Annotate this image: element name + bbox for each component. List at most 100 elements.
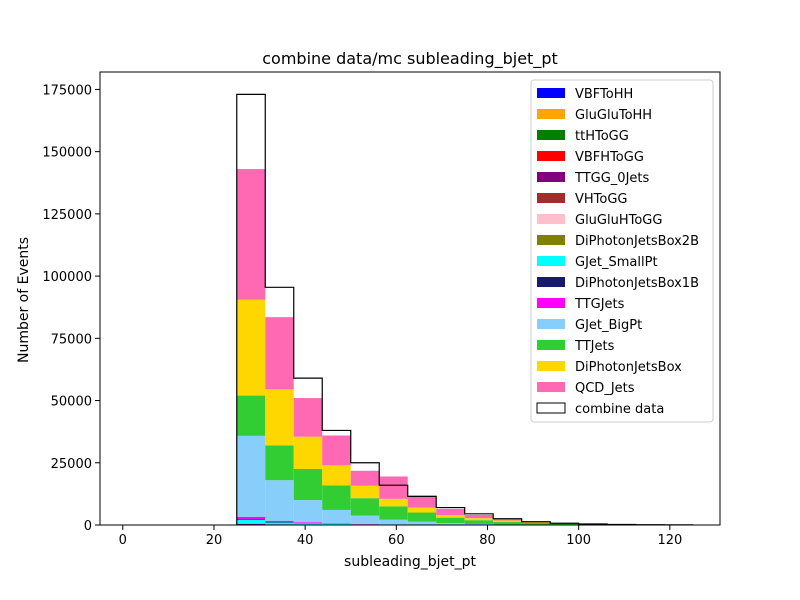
- legend-label-VBFHToGG: VBFHToGG: [575, 150, 644, 165]
- bar-QCD_Jets-6: [407, 495, 437, 508]
- bar-QCD_Jets-5: [379, 476, 408, 499]
- bar-QCD_Jets-0: [236, 169, 266, 300]
- legend-label-combine-data: combine data: [575, 402, 664, 417]
- x-tick-label: 120: [657, 533, 682, 548]
- y-axis-label: Number of Events: [16, 237, 32, 363]
- bar-DiPhotonJetsBox-0: [236, 299, 266, 396]
- bar-TTJets-3: [322, 485, 351, 510]
- stacked-bars: [236, 169, 665, 525]
- legend-swatch-GJet_SmallPt: [537, 256, 565, 266]
- legend-label-DiPhotonJetsBox2B: DiPhotonJetsBox2B: [575, 234, 699, 249]
- y-tick-label: 150000: [42, 146, 92, 161]
- y-tick-label: 75000: [51, 332, 92, 347]
- bar-GJet_SmallPt-3: [322, 524, 351, 525]
- bar-GJet_BigPt-1: [265, 480, 294, 521]
- bar-DiPhotonJetsBox1B-0: [236, 519, 266, 521]
- bar-GJet_BigPt-0: [236, 435, 266, 517]
- bar-QCD_Jets-1: [265, 317, 294, 390]
- bar-QCD_Jets-9: [493, 519, 522, 521]
- legend-swatch-DiPhotonJetsBox2B: [537, 235, 565, 245]
- legend-swatch-VBFHToGG: [537, 151, 565, 161]
- y-tick-label: 50000: [51, 395, 92, 410]
- legend-swatch-TTJets: [537, 340, 565, 350]
- bar-DiPhotonJetsBox-5: [379, 498, 408, 507]
- bar-TTJets-5: [379, 506, 408, 520]
- legend-swatch-QCD_Jets: [537, 382, 565, 392]
- bar-TTJets-4: [350, 498, 380, 516]
- y-tick-label: 0: [84, 519, 92, 534]
- y-tick-label: 125000: [42, 208, 92, 223]
- bar-TTJets-1: [265, 445, 294, 481]
- x-axis-label: subleading_bjet_pt: [344, 554, 476, 570]
- bar-TTGJets-2: [293, 522, 323, 524]
- legend-label-GJet_BigPt: GJet_BigPt: [575, 318, 642, 333]
- bar-TTJets-8: [464, 520, 494, 524]
- bar-DiPhotonJetsBox-1: [265, 389, 294, 446]
- bar-DiPhotonJetsBox-3: [322, 465, 351, 486]
- legend-swatch-GluGluHToGG: [537, 214, 565, 224]
- bar-QCD_Jets-3: [322, 435, 351, 466]
- legend-label-DiPhotonJetsBox1B: DiPhotonJetsBox1B: [575, 276, 699, 291]
- legend-label-VBFToHH: VBFToHH: [575, 87, 633, 102]
- bar-TTGJets-0: [236, 516, 266, 520]
- bar-GJet_SmallPt-0: [236, 520, 266, 524]
- bar-DiPhotonJetsBox-6: [407, 507, 437, 513]
- legend-swatch-TTGJets: [537, 298, 565, 308]
- legend-label-QCD_Jets: QCD_Jets: [575, 381, 635, 396]
- legend-label-VHToGG: VHToGG: [575, 192, 628, 207]
- bar-GJet_BigPt-6: [407, 521, 437, 525]
- x-tick-label: 60: [388, 533, 405, 548]
- x-tick-label: 80: [479, 533, 496, 548]
- bar-DiPhotonJetsBox-10: [521, 522, 551, 524]
- legend-label-GluGluHToGG: GluGluHToGG: [575, 213, 662, 228]
- legend-box: [530, 79, 714, 423]
- y-tick-label: 25000: [51, 457, 92, 472]
- bar-QCD_Jets-4: [350, 470, 380, 486]
- bar-DiPhotonJetsBox-2: [293, 436, 323, 469]
- legend: VBFToHH GluGluToHH ttHToGG VBFHToGG TTGG_0Je…: [530, 79, 714, 423]
- bar-TTJets-9: [493, 521, 522, 525]
- y-tick-label: 175000: [42, 83, 92, 98]
- bar-DiPhotonJetsBox-9: [493, 520, 522, 522]
- legend-label-GJet_SmallPt: GJet_SmallPt: [575, 255, 658, 270]
- bar-TTJets-2: [293, 468, 323, 501]
- legend-swatch-DiPhotonJetsBox1B: [537, 277, 565, 287]
- bar-TTJets-6: [407, 512, 437, 522]
- legend-label-TTGG_0Jets: TTGG_0Jets: [574, 171, 650, 186]
- bar-GJet_BigPt-2: [293, 500, 323, 523]
- legend-label-DiPhotonJetsBox: DiPhotonJetsBox: [575, 360, 682, 375]
- bar-TTGJets-1: [265, 520, 294, 523]
- legend-swatch-VHToGG: [537, 193, 565, 203]
- legend-swatch-VBFToHH: [537, 88, 565, 98]
- bar-TTJets-7: [436, 517, 465, 524]
- bar-GJet_SmallPt-2: [293, 523, 323, 525]
- legend-swatch-ttHToGG: [537, 130, 565, 140]
- bar-QCD_Jets-2: [293, 398, 323, 437]
- plot-frame: [99, 71, 721, 526]
- bar-QCD_Jets-7: [436, 508, 465, 516]
- x-tick-label: 20: [206, 533, 223, 548]
- bar-GJet_BigPt-4: [350, 515, 380, 525]
- x-tick-label: 40: [297, 533, 314, 548]
- legend-label-GluGluToHH: GluGluToHH: [575, 108, 652, 123]
- legend-label-ttHToGG: ttHToGG: [575, 129, 629, 144]
- bar-QCD_Jets-8: [464, 514, 494, 519]
- bar-TTJets-11: [550, 523, 579, 525]
- bar-TTGG_0Jets-0: [236, 523, 266, 525]
- y-tick-label: 100000: [42, 270, 92, 285]
- bar-DiPhotonJetsBox-8: [464, 518, 494, 521]
- legend-swatch-DiPhotonJetsBox: [537, 361, 565, 371]
- bar-TTJets-0: [236, 395, 266, 436]
- bar-GJet_BigPt-5: [379, 519, 408, 525]
- chart-title: combine data/mc subleading_bjet_pt: [262, 49, 558, 69]
- legend-swatch-combine-data: [536, 402, 566, 414]
- bar-GJet_BigPt-7: [436, 523, 465, 525]
- bar-DiPhotonJetsBox-7: [436, 515, 465, 518]
- x-tick-label: 100: [566, 533, 591, 548]
- x-tick-label: 0: [119, 533, 127, 548]
- axes: 0 20 40 60 80 100 120 0 25000 50000 75000 100000 125…: [42, 71, 721, 548]
- bar-TTJets-10: [521, 523, 551, 525]
- legend-swatch-TTGG_0Jets: [537, 172, 565, 182]
- bar-DiPhotonJetsBox-4: [350, 485, 380, 499]
